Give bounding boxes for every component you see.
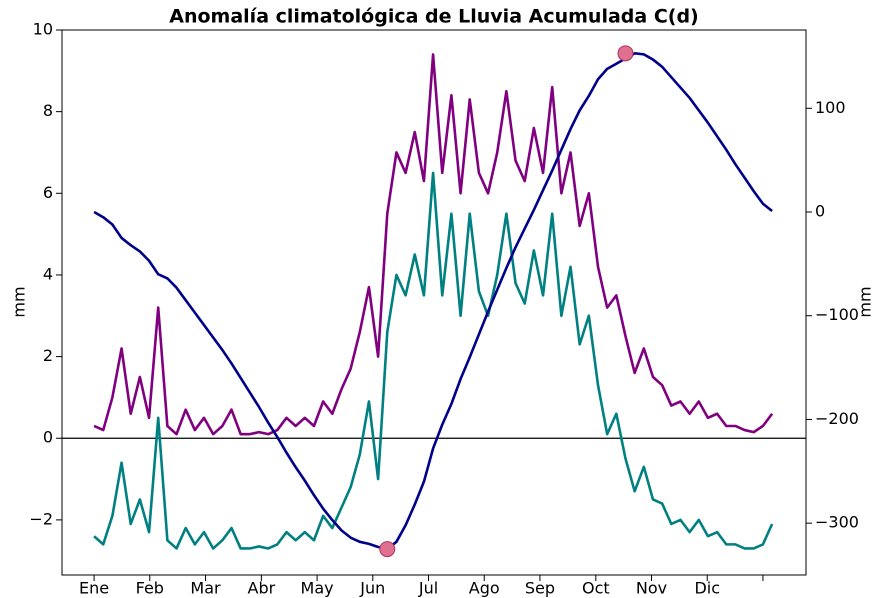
y2-axis-label: mm xyxy=(856,286,875,317)
y-axis-label: mm xyxy=(10,286,29,317)
x-tick-label: Nov xyxy=(636,579,667,598)
x-tick-label: Jul xyxy=(418,579,438,598)
y-tick-label: 0 xyxy=(43,428,53,447)
x-tick-label: Jun xyxy=(359,579,385,598)
y-tick-label: −2 xyxy=(29,509,53,528)
y-tick-label: 8 xyxy=(43,101,53,120)
data-line xyxy=(93,171,774,550)
y2-tick-label: 0 xyxy=(815,202,825,221)
x-tick-label: May xyxy=(301,579,334,598)
x-tick-label: Abr xyxy=(248,579,276,598)
x-tick-label: Feb xyxy=(136,579,164,598)
x-tick-label: Dic xyxy=(694,579,720,598)
y-tick-label: 6 xyxy=(43,183,53,202)
y-tick-label: 10 xyxy=(33,20,53,39)
y-tick-label: 2 xyxy=(43,346,53,365)
x-tick-label: Mar xyxy=(190,579,221,598)
extreme-marker xyxy=(617,45,634,62)
y2-tick-label: −100 xyxy=(815,305,859,324)
y2-tick-label: 100 xyxy=(815,98,846,117)
y2-tick-label: −200 xyxy=(815,409,859,428)
plot-frame xyxy=(61,29,807,576)
extreme-marker xyxy=(379,541,396,558)
data-line xyxy=(93,53,774,436)
x-tick-label: Sep xyxy=(525,579,555,598)
x-tick-label: Ago xyxy=(469,579,500,598)
x-tick-label: Oct xyxy=(582,579,610,598)
x-tick-label: Ene xyxy=(79,579,109,598)
chart-title: Anomalía climatológica de Lluvia Acumula… xyxy=(169,6,698,28)
y-tick-label: 4 xyxy=(43,264,53,283)
y2-tick-label: −300 xyxy=(815,513,859,532)
data-line xyxy=(93,52,773,551)
